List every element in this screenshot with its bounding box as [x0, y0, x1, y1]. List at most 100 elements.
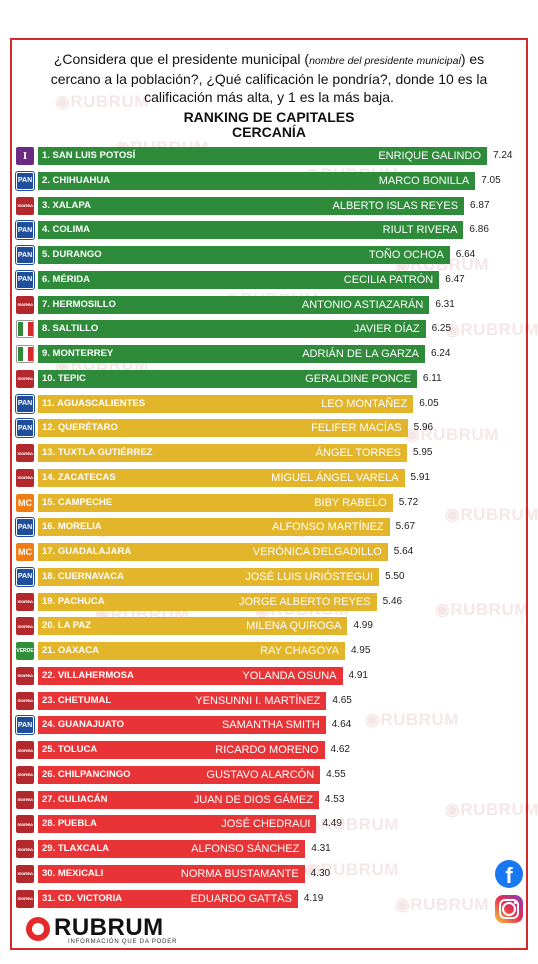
chart-row: PAN 16. MORELIA ALFONSO MARTÍNEZ 5.67: [15, 517, 538, 539]
data-label: 6.64: [455, 249, 476, 260]
data-label: 5.64: [393, 546, 414, 557]
chart-row: morena 22. VILLAHERMOSA YOLANDA OSUNA 4.91: [16, 666, 538, 688]
pri-icon: [16, 345, 34, 363]
mayor-name-label: NORMA BUSTAMANTE: [180, 867, 299, 880]
data-label: 6.25: [431, 323, 452, 335]
data-label: 4.65: [332, 694, 352, 706]
chart-row: morena 30. MEXICALI NORMA BUSTAMANTE 4.30: [16, 864, 538, 886]
morena-icon: morena: [16, 815, 34, 834]
bar: [38, 320, 426, 339]
bar: [38, 592, 377, 611]
bar: [38, 419, 408, 438]
data-label: 4.91: [348, 669, 368, 681]
mayor-name-label: JORGE ALBERTO REYES: [238, 595, 371, 608]
facebook-icon[interactable]: f: [495, 860, 523, 888]
chart-row: morena 3. XALAPA ALBERTO ISLAS REYES 6.87: [16, 196, 538, 218]
category-label: 4. COLIMA: [42, 224, 91, 236]
bar: [38, 666, 343, 685]
chart-row: PAN 11. AGUASCALIENTES LEO MONTAÑEZ 6.05: [15, 393, 538, 416]
data-label: 6.31: [435, 298, 455, 310]
mayor-name-label: ENRIQUE GALINDO: [378, 150, 481, 162]
category-label: 22. VILLAHERMOSA: [42, 669, 134, 681]
mayor-name-label: ALBERTO ISLAS REYES: [332, 199, 459, 212]
category-label: 1. SAN LUIS POTOSÍ: [42, 150, 136, 161]
mayor-name-label: FELIFER MACÍAS: [311, 422, 402, 435]
bar: [38, 221, 464, 240]
mc-icon: MC: [16, 543, 34, 561]
chart-row: morena 14. ZACATECAS MIGUEL ÁNGEL VARELA 5.…: [16, 468, 538, 490]
data-label: 4.55: [326, 768, 346, 780]
rubrum-watermark: ◉RUBRUM: [445, 800, 538, 819]
rubrum-watermark: ◉RUBRUM: [305, 860, 399, 879]
mayor-name-label: TOÑO OCHOA: [368, 249, 444, 261]
mayor-name-label: SAMANTHA SMITH: [221, 719, 320, 732]
verde-icon: VERDE: [16, 642, 34, 660]
question-text-italic: nombre del presidente municipal: [309, 55, 461, 67]
morena-icon: morena: [16, 592, 34, 611]
category-label: 31. CD. VICTORIA: [42, 892, 123, 904]
category-label: 26. CHILPANCINGO: [42, 768, 131, 780]
morena-icon: morena: [16, 444, 34, 462]
category-label: 15. CAMPECHE: [42, 496, 113, 508]
mayor-name-label: JUAN DE DIOS GÁMEZ: [193, 793, 313, 806]
bar: [38, 270, 440, 289]
chart-row: 8. SALTILLO JAVIER DÍAZ 6.25: [16, 320, 538, 341]
rubrum-watermark: ◉RUBRUM: [445, 505, 538, 524]
category-label: 17. GUADALAJARA: [42, 546, 132, 557]
mayor-name-label: GERALDINE PONCE: [305, 372, 411, 385]
chart-row: 9. MONTERREY ADRIÁN DE LA GARZA 6.24: [16, 345, 538, 366]
data-label: 7.05: [481, 174, 501, 186]
red-frame-border: [10, 38, 528, 950]
bar: [38, 840, 306, 858]
data-label: 4.95: [350, 645, 371, 656]
pan-icon: PAN: [15, 220, 35, 241]
data-label: 5.72: [398, 496, 419, 508]
mayor-name-label: VERÓNICA DELGADILLO: [252, 546, 382, 558]
chart-row: I 1. SAN LUIS POTOSÍ ENRIQUE GALINDO 7.24: [16, 147, 538, 168]
bar: [38, 889, 298, 908]
bar: [38, 345, 425, 363]
data-label: 4.64: [331, 719, 352, 731]
data-label: 5.96: [413, 422, 434, 434]
bar: [38, 468, 405, 487]
pan-icon: PAN: [15, 517, 35, 538]
data-label: 4.49: [322, 818, 342, 830]
mayor-name-label: MARCO BONILLA: [378, 174, 470, 187]
instagram-icon[interactable]: [495, 895, 523, 923]
data-label: 6.11: [422, 372, 442, 384]
rubrum-ring-icon: [26, 917, 50, 941]
bar: [38, 543, 388, 561]
mayor-name-label: JOSÉ LUIS URIÓSTEGUI: [245, 570, 374, 583]
chart-row: morena 13. TUXTLA GUTIÉRREZ ÁNGEL TORRES 5.…: [16, 444, 538, 465]
chart-row: PAN 6. MÉRIDA CECILIA PATRÓN 6.47: [15, 269, 538, 292]
chart-row: morena 19. PACHUCA JORGE ALBERTO REYES 5.46: [16, 592, 538, 614]
pan-icon: PAN: [15, 245, 35, 265]
rubrum-logo: RUBRUM INFORMACIÓN QUE DA PODER: [24, 914, 184, 948]
chart-row: morena 27. CULIACÁN JUAN DE DIOS GÁMEZ 4.53: [16, 790, 538, 812]
bar: [38, 493, 393, 512]
morena-icon: morena: [16, 295, 34, 314]
pan-icon: PAN: [15, 269, 35, 290]
bar: [38, 295, 430, 314]
chart-row: morena 25. TOLUCA RICARDO MORENO 4.62: [16, 741, 538, 762]
mc-icon: MC: [16, 493, 34, 512]
mayor-name-label: JOSÉ CHEDRAUI: [221, 818, 311, 831]
data-label: 5.46: [382, 595, 403, 607]
mayor-name-label: BIBY RABELO: [314, 496, 387, 509]
data-label: 6.24: [430, 348, 451, 359]
chart-row: PAN 5. DURANGO TOÑO OCHOA 6.64: [15, 245, 538, 267]
category-label: 27. CULIACÁN: [42, 793, 108, 805]
mayor-name-label: ALFONSO MARTÍNEZ: [271, 521, 384, 534]
category-label: 12. QUERÉTARO: [42, 422, 118, 434]
chart-row: MC 15. CAMPECHE BIBY RABELO 5.72: [16, 493, 538, 515]
morena-icon: morena: [16, 468, 34, 487]
bar: [38, 147, 487, 165]
chart-row: PAN 2. CHIHUAHUA MARCO BONILLA 7.05: [15, 170, 538, 193]
chart-title-line2: CERCANÍA: [232, 124, 306, 140]
chart-row: morena 7. HERMOSILLO ANTONIO ASTIAZARÁN 6.3…: [16, 295, 538, 317]
rubrum-watermark: ◉RUBRUM: [55, 92, 149, 111]
mayor-name-label: CECILIA PATRÓN: [343, 273, 434, 286]
category-label: 18. CUERNAVACA: [42, 570, 124, 582]
chart-title: RANKING DE CAPITALES CERCANÍA: [0, 110, 538, 140]
rubrum-watermark: ◉RUBRUM: [405, 425, 499, 444]
